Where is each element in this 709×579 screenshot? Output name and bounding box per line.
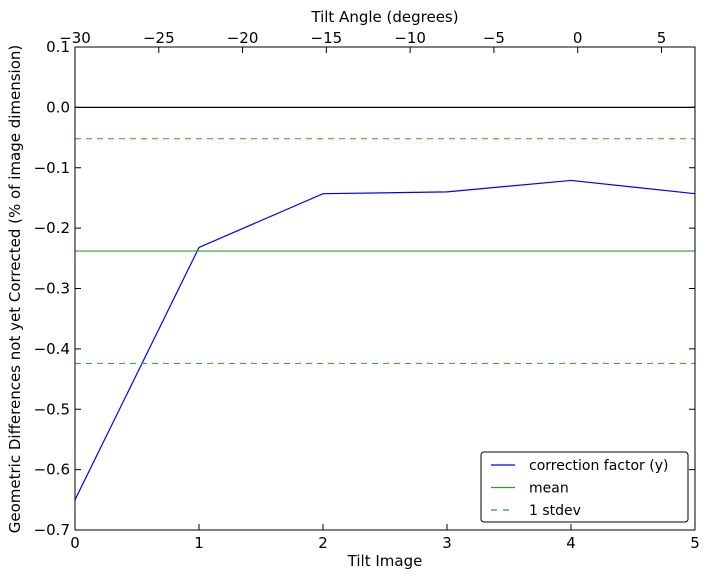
x-tick-label: 5 — [690, 534, 700, 552]
top-x-tick-label: −15 — [311, 29, 343, 47]
top-x-axis-title: Tilt Angle (degrees) — [310, 8, 458, 26]
x-tick-label: 3 — [442, 534, 452, 552]
x-tick-label: 4 — [566, 534, 576, 552]
y-tick-label: −0.7 — [34, 521, 70, 539]
legend-label-1: mean — [529, 481, 569, 497]
top-x-tick-label: −10 — [394, 29, 426, 47]
x-tick-label: 0 — [70, 534, 80, 552]
y-tick-label: −0.3 — [34, 280, 70, 298]
legend-box — [480, 451, 689, 523]
top-x-tick-label: −25 — [143, 29, 175, 47]
axes-layer: 0 1 2 3 4 5 −30 −25 −20 −15 −10 −5 0 5 0.1 0.0 −0.1 −0.2 −… — [34, 29, 700, 552]
top-x-tick-label: −5 — [483, 29, 505, 47]
y-tick-label: −0.2 — [34, 219, 70, 237]
y-tick-label: 0.1 — [46, 38, 70, 56]
top-x-tick-label: −20 — [227, 29, 259, 47]
top-x-tick-label: 0 — [573, 29, 583, 47]
y-tick-label: −0.1 — [34, 159, 70, 177]
plot-layer — [74, 106, 696, 501]
legend-label-2: 1 stdev — [529, 503, 581, 519]
legend: correction factor (y) mean 1 stdev — [480, 451, 689, 523]
y-axis-title: Geometric Differences not yet Corrected … — [6, 45, 24, 534]
correction-factor-line — [74, 179, 696, 501]
y-tick-label: −0.6 — [34, 461, 70, 479]
top-x-tick-label: 5 — [657, 29, 667, 47]
top-x-tick-label: −30 — [59, 29, 91, 47]
y-tick-label: −0.4 — [34, 340, 70, 358]
y-tick-label: −0.5 — [34, 400, 70, 418]
x-axis-title: Tilt Image — [347, 552, 423, 570]
legend-label-0: correction factor (y) — [529, 458, 668, 474]
y-tick-label: 0.0 — [46, 98, 70, 116]
x-tick-label: 1 — [194, 534, 204, 552]
x-tick-label: 2 — [318, 534, 328, 552]
